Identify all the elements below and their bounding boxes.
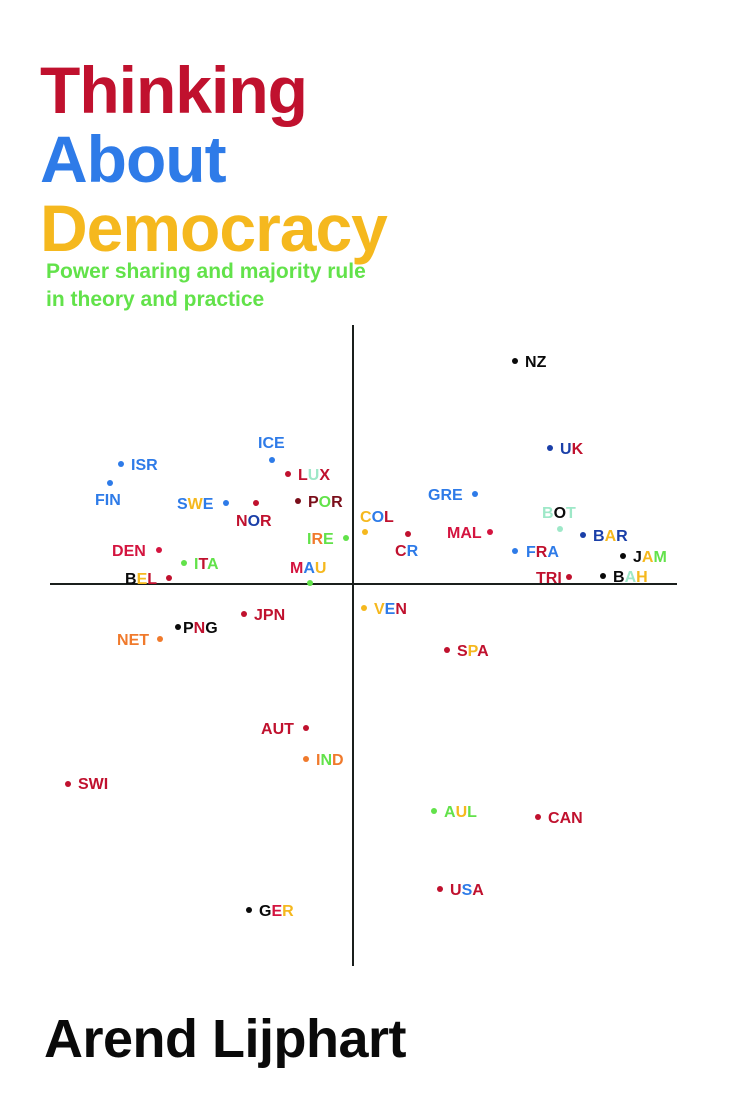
point-dot-fra: [512, 548, 518, 554]
subtitle-line-1: Power sharing and majority rule: [46, 260, 366, 283]
point-label-bah: BAH: [613, 569, 648, 586]
point-label-gre: GRE: [428, 487, 463, 504]
subtitle-line-2: in theory and practice: [46, 288, 265, 311]
point-dot-bot: [557, 526, 563, 532]
title-line-about: About: [40, 122, 227, 196]
point-dot-cr: [405, 531, 411, 537]
point-label-bel: BEL: [125, 571, 158, 588]
point-dot-ind: [303, 756, 309, 762]
point-label-uk: UK: [560, 441, 584, 458]
point-dot-spa: [444, 647, 450, 653]
point-dot-nz: [512, 358, 518, 364]
point-dot-mal: [487, 529, 493, 535]
point-dot-bah: [600, 573, 606, 579]
point-dot-ire: [343, 535, 349, 541]
point-label-swi: SWI: [78, 776, 109, 793]
point-label-jam: JAM: [633, 549, 667, 566]
point-label-col: COL: [360, 509, 394, 526]
point-dot-jam: [620, 553, 626, 559]
point-label-isr: ISR: [131, 457, 158, 474]
point-dot-jpn: [241, 611, 247, 617]
point-label-ger: GER: [259, 903, 294, 920]
point-label-nor: NOR: [236, 513, 272, 530]
point-label-lux: LUX: [298, 467, 331, 484]
point-label-mau: MAU: [290, 560, 327, 577]
point-label-aut: AUT: [261, 721, 294, 738]
point-dot-ice: [269, 457, 275, 463]
point-dot-fin: [107, 480, 113, 486]
point-dot-swe: [223, 500, 229, 506]
point-dot-ger: [246, 907, 252, 913]
point-label-ind: IND: [316, 752, 344, 769]
point-dot-png: [175, 624, 181, 630]
point-label-por: POR: [308, 494, 343, 511]
point-label-ven: VEN: [374, 601, 407, 618]
point-dot-ita: [181, 560, 187, 566]
point-dot-mau: [307, 580, 313, 586]
point-label-tri: TRI: [536, 570, 562, 587]
point-label-aul: AUL: [444, 804, 477, 821]
point-label-png: PNG: [183, 620, 218, 637]
point-dot-nor: [253, 500, 259, 506]
point-label-jpn: JPN: [254, 607, 286, 624]
point-label-den: DEN: [112, 543, 146, 560]
vertical-axis: [352, 325, 354, 966]
point-dot-uk: [547, 445, 553, 451]
point-label-ire: IRE: [307, 531, 334, 548]
point-dot-isr: [118, 461, 124, 467]
point-dot-den: [156, 547, 162, 553]
point-label-net: NET: [117, 632, 150, 649]
point-label-swe: SWE: [177, 496, 214, 513]
point-dot-ven: [361, 605, 367, 611]
point-dot-lux: [285, 471, 291, 477]
point-label-nz: NZ: [525, 354, 547, 371]
point-dot-bar: [580, 532, 586, 538]
point-dot-tri: [566, 574, 572, 580]
horizontal-axis: [50, 583, 677, 585]
point-label-bot: BOT: [542, 505, 576, 522]
point-dot-usa: [437, 886, 443, 892]
point-dot-por: [295, 498, 301, 504]
point-label-fin: FIN: [95, 492, 121, 509]
point-dot-aut: [303, 725, 309, 731]
title-line-democracy: Democracy: [40, 191, 388, 265]
author-name: Arend Lijphart: [44, 1009, 407, 1069]
point-label-cr: CR: [395, 543, 419, 560]
point-dot-bel: [166, 575, 172, 581]
point-label-fra: FRA: [526, 544, 559, 561]
title-line-thinking: Thinking: [40, 53, 308, 127]
point-label-usa: USA: [450, 882, 484, 899]
point-dot-aul: [431, 808, 437, 814]
point-dot-swi: [65, 781, 71, 787]
point-dot-net: [157, 636, 163, 642]
point-label-spa: SPA: [457, 643, 489, 660]
point-label-ita: ITA: [194, 556, 219, 573]
point-dot-col: [362, 529, 368, 535]
point-label-can: CAN: [548, 810, 583, 827]
point-dot-gre: [472, 491, 478, 497]
point-label-mal: MAL: [447, 525, 482, 542]
point-label-ice: ICE: [258, 435, 285, 452]
point-label-bar: BAR: [593, 528, 628, 545]
point-dot-can: [535, 814, 541, 820]
